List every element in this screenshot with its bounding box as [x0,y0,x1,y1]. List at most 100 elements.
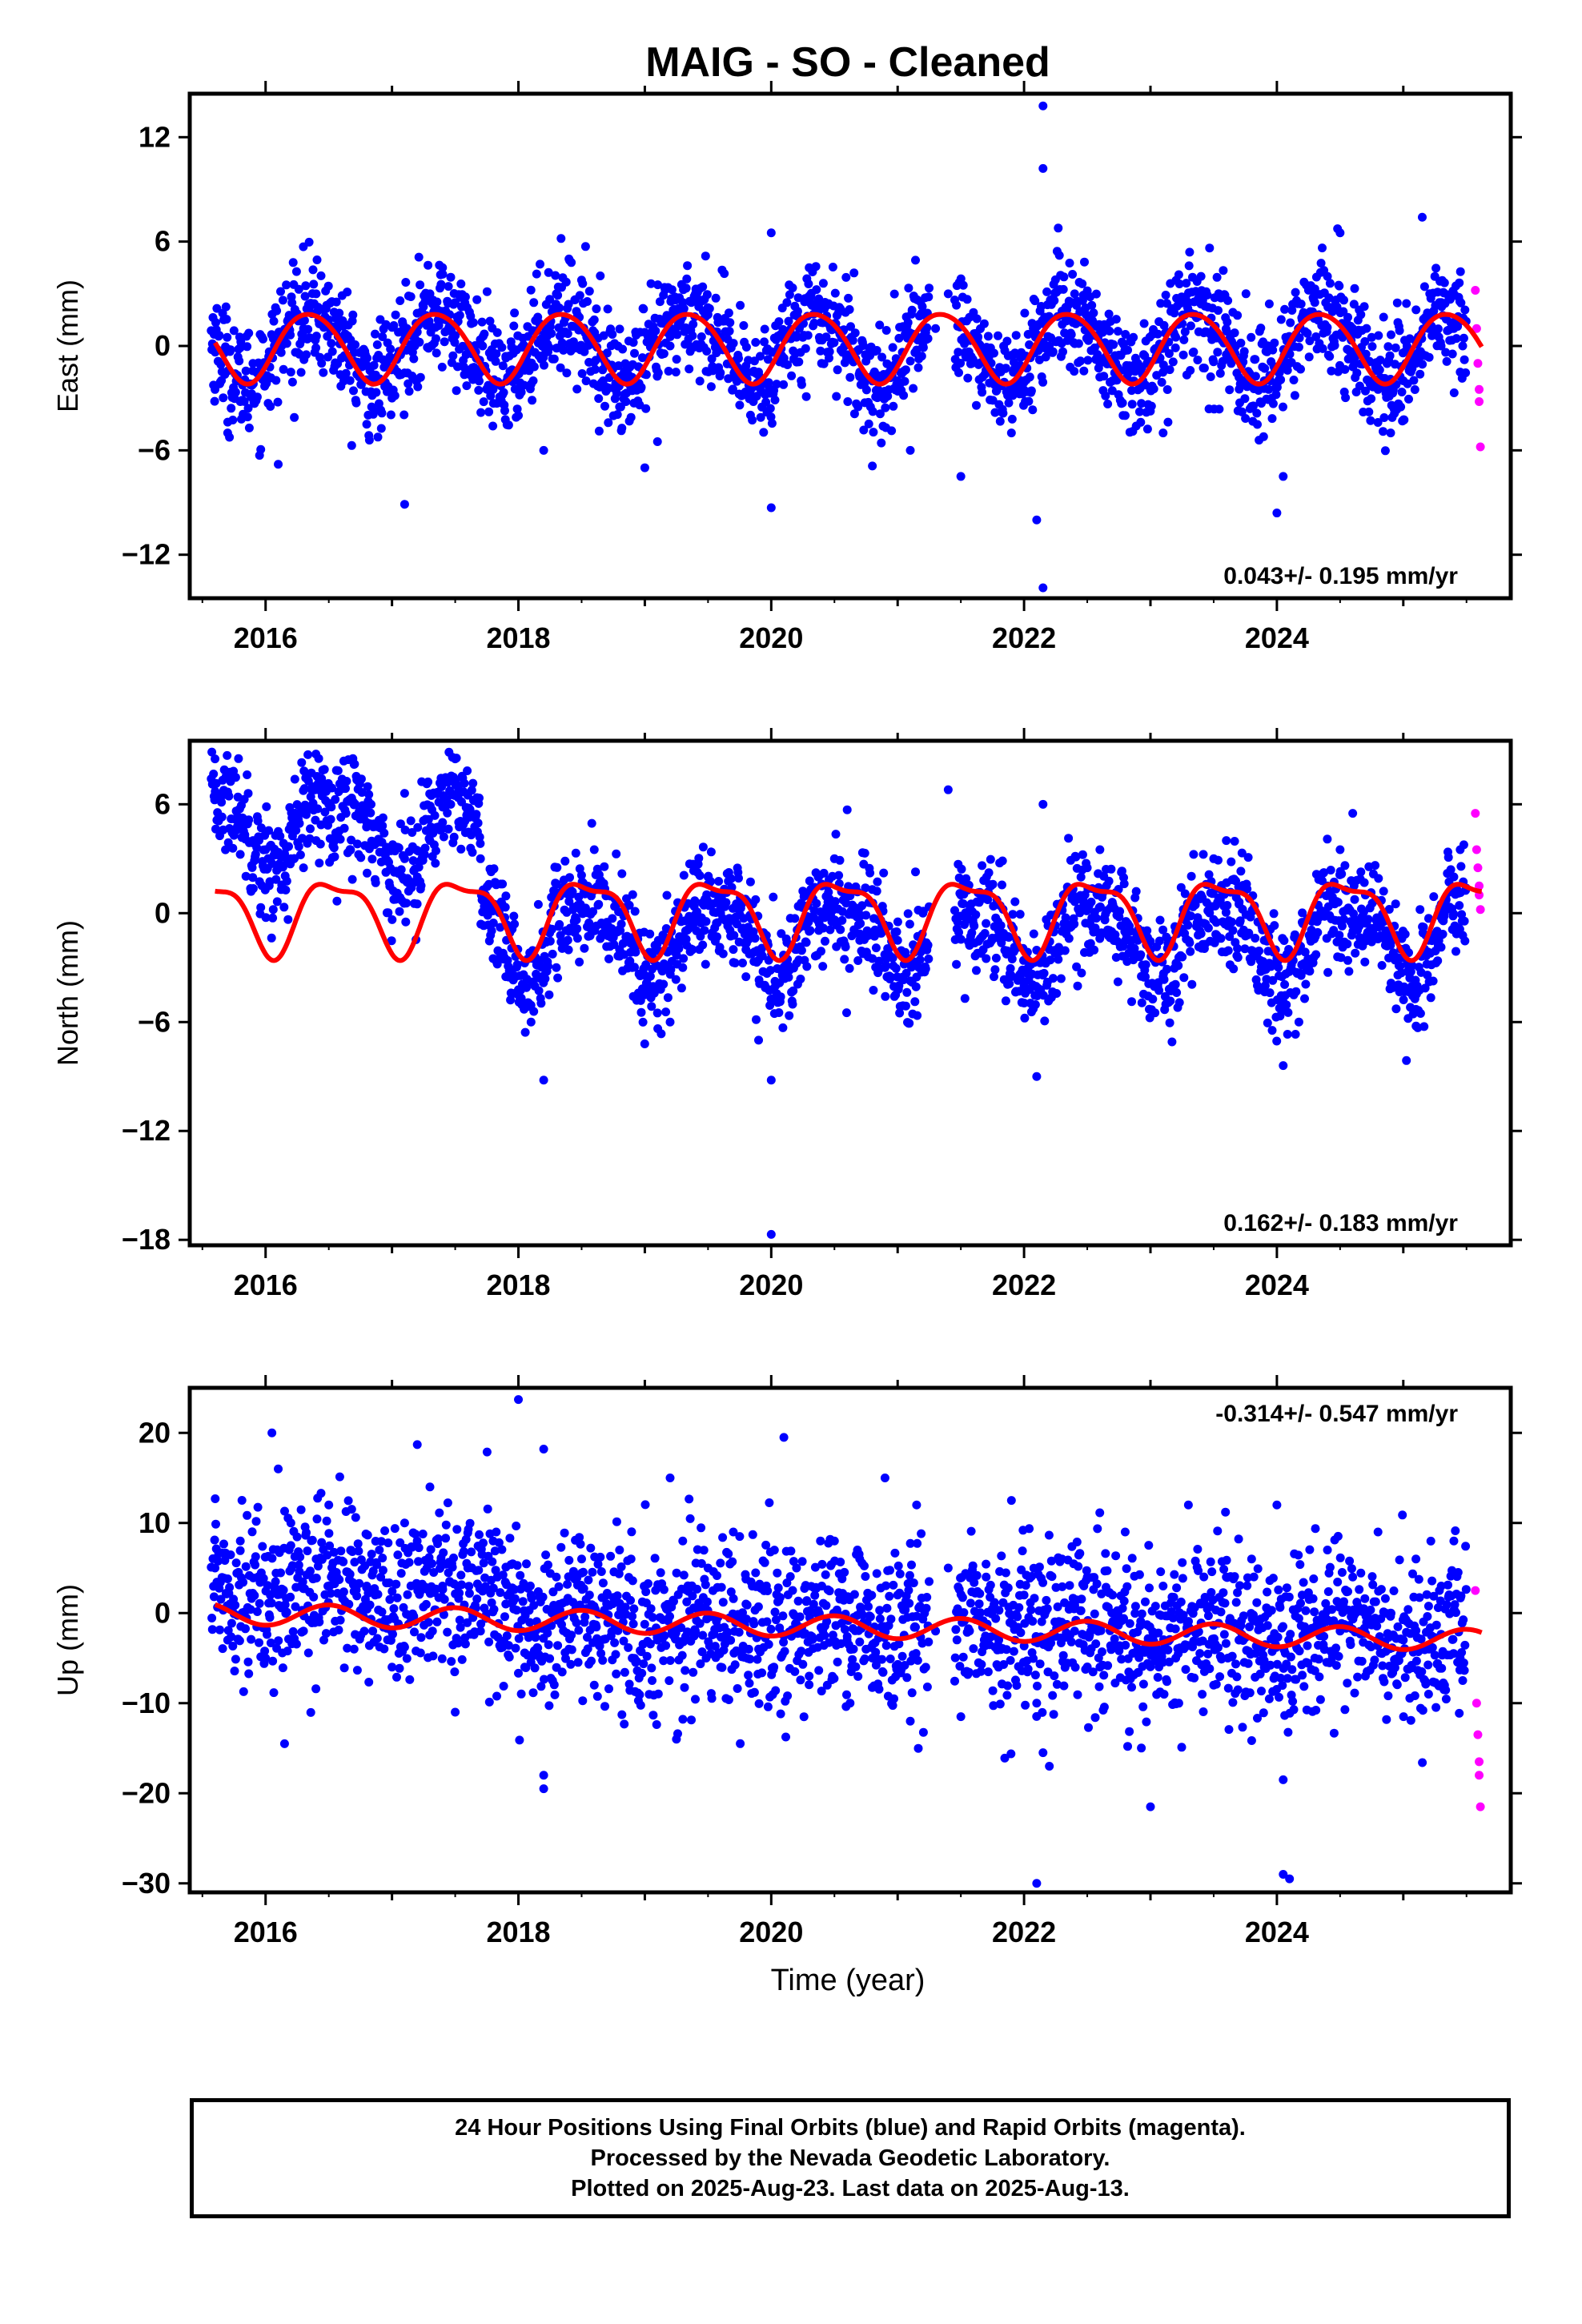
up-final-point [315,1617,324,1626]
north-final-point [1384,905,1394,914]
east-final-point [1418,360,1427,369]
up-final-point [352,1666,362,1675]
north-final-point [248,873,258,883]
up-final-point [368,1566,378,1576]
north-final-point [996,921,1006,931]
up-final-point [312,1514,322,1524]
north-final-point [1187,979,1197,989]
north-final-point [211,754,220,764]
east-final-point [872,346,881,355]
east-final-point [1447,349,1457,359]
east-final-point [1458,341,1468,351]
east-final-point [956,359,966,368]
north-final-point [432,846,440,855]
east-final-point [1271,390,1281,400]
north-final-point [1415,905,1425,915]
north-final-point [982,919,991,928]
east-final-point [1318,344,1327,353]
east-final-point [1449,388,1459,397]
east-final-point [972,400,981,410]
up-final-point [276,1568,285,1578]
east-final-point [1323,271,1332,281]
east-final-point [702,347,712,356]
east-final-point [612,410,622,420]
north-final-point [615,945,624,955]
north-final-point [1178,952,1187,962]
east-final-point [386,344,396,354]
north-final-point [501,972,511,982]
east-final-point [1256,324,1266,333]
east-final-point [868,407,877,416]
north-final-point [671,975,681,984]
up-final-point [215,1625,224,1634]
north-final-point [1268,975,1278,985]
north-final-point [572,924,582,934]
east-final-point [681,283,691,293]
east-final-point [488,384,498,394]
east-final-point [575,291,584,300]
east-final-point [278,296,287,305]
north-final-point [1054,955,1063,964]
north-final-point [1210,938,1219,947]
east-final-point [844,293,853,303]
east-final-point [1011,331,1021,340]
north-final-point [378,813,387,822]
north-final-point [829,854,839,863]
east-final-point [348,310,358,320]
east-final-point [1219,266,1228,275]
north-final-point [1319,868,1329,878]
east-final-point [1223,296,1233,305]
up-final-point [226,1550,235,1559]
east-final-point [1303,328,1312,338]
east-final-point [528,396,537,405]
east-final-point [1367,332,1376,342]
up-final-point [251,1552,260,1562]
east-final-point [685,364,694,374]
north-final-point [984,868,994,878]
east-final-point [628,338,638,348]
east-final-point [1008,391,1018,400]
up-final-point [227,1618,236,1628]
up-final-point [309,1592,319,1602]
north-final-point [1015,910,1025,919]
up-final-point [280,1506,289,1516]
east-final-point [995,416,1005,426]
north-y-axis-label: North (mm) [51,920,84,1066]
east-final-point [1184,261,1194,271]
east-final-point [1098,328,1107,337]
north-final-point [291,826,301,835]
up-final-point [268,1656,278,1666]
north-final-point [430,810,440,820]
north-final-point [1300,947,1310,957]
up-final-point [364,1678,374,1687]
east-rate-label: 0.043+/- 0.195 mm/yr [1223,563,1458,589]
x-tick-label: 2022 [992,621,1056,654]
east-final-point [1146,401,1156,411]
north-final-point [252,843,262,852]
north-final-point [1279,1061,1288,1071]
east-final-point [375,315,385,324]
east-final-point [1424,352,1434,362]
east-final-point [1060,328,1070,338]
north-final-point [1291,987,1301,996]
north-final-point [1002,946,1012,955]
up-final-point [316,1489,326,1498]
up-final-point [311,1574,321,1582]
x-tick-label: 2024 [1245,621,1309,654]
east-final-point [1214,306,1223,316]
east-final-point [1174,270,1183,279]
north-final-point [789,986,798,995]
north-final-point [1086,897,1096,907]
east-final-point [1066,330,1076,340]
north-final-point [691,918,701,927]
east-final-point [1089,308,1098,318]
north-final-point [544,961,552,971]
north-final-point [330,852,339,862]
north-final-point [641,960,651,970]
east-final-point [594,426,604,436]
up-final-point [230,1667,239,1676]
north-final-point [264,826,274,835]
east-final-point [583,297,592,306]
north-final-point [679,954,689,963]
up-final-point [303,1648,313,1658]
